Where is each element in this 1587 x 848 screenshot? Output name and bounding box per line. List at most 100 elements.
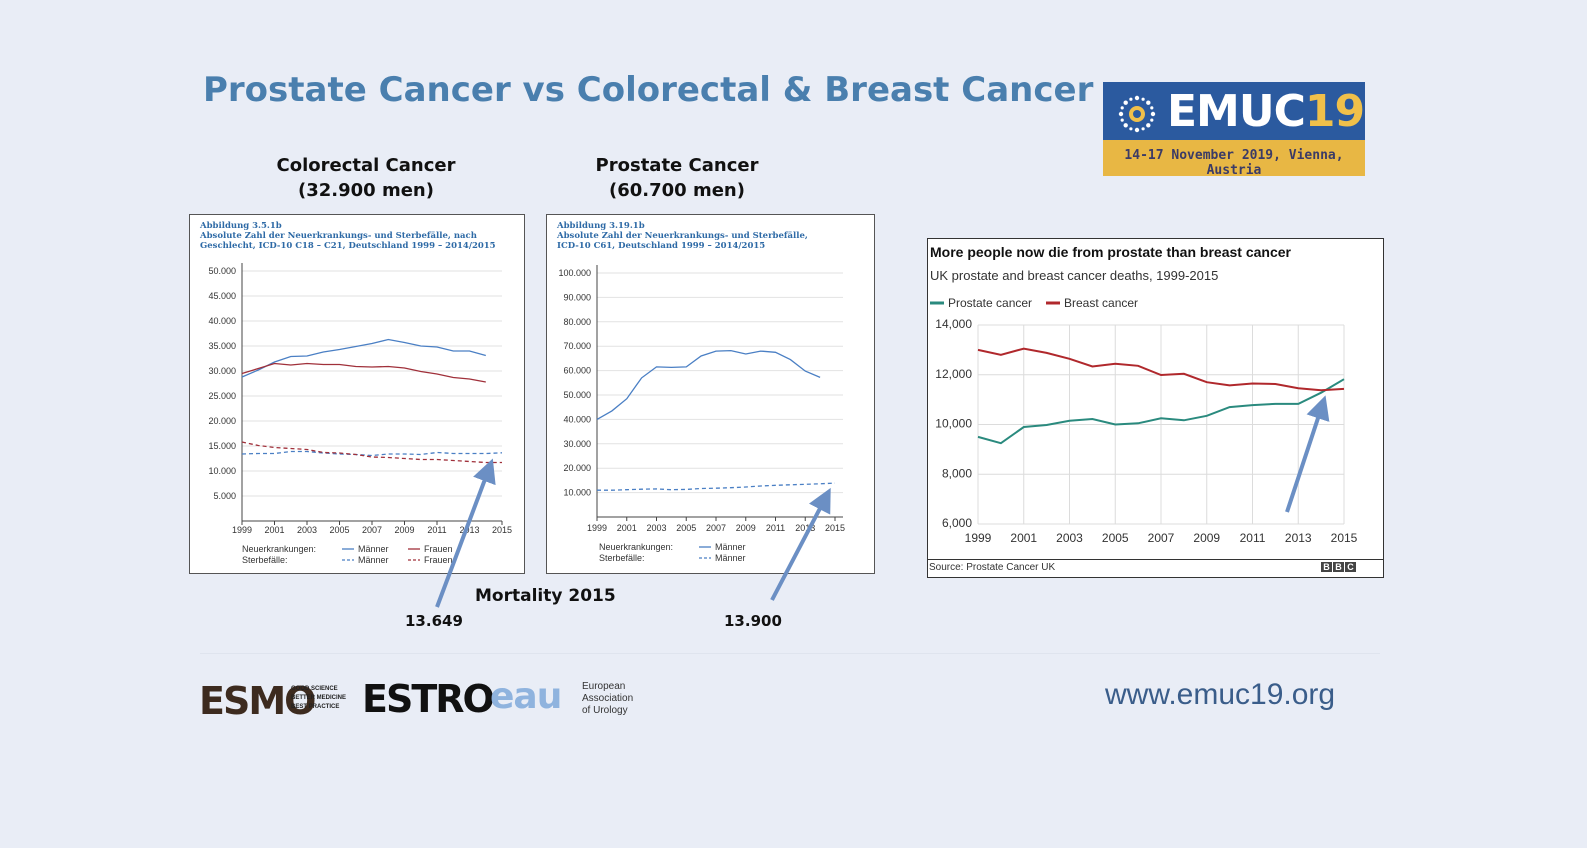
y-tick-label: 40.000 xyxy=(208,316,236,326)
x-tick-label: 2005 xyxy=(329,525,349,535)
y-tick-label: 80.000 xyxy=(563,317,591,327)
y-tick-label: 35.000 xyxy=(208,341,236,351)
y-tick-label: 100.000 xyxy=(558,268,591,278)
esmo-tagline: GOOD SCIENCE BETTER MEDICINE BEST PRACTI… xyxy=(291,685,346,712)
series-line xyxy=(977,378,1345,445)
legend-item-label: Männer xyxy=(715,542,746,552)
caption-line: Geschlecht, ICD-10 C18 – C21, Deutschlan… xyxy=(200,241,496,251)
tagline-line: GOOD SCIENCE xyxy=(291,686,338,692)
colorectal-chart: 50.000 45.000 40.000 35.000 30.000 25.000 20.0… xyxy=(208,263,512,565)
legend-item-label: Männer xyxy=(715,553,746,563)
bbc-letter: B xyxy=(1321,562,1332,572)
x-tick-label: 1999 xyxy=(965,531,992,545)
series-line xyxy=(241,441,502,464)
y-tick-label: 5.000 xyxy=(213,491,236,501)
emuc-logo: EMUC19 14-17 November 2019, Vienna, Aust… xyxy=(1103,82,1365,178)
x-tick-label: 2013 xyxy=(795,523,815,533)
x-tick-label: 2007 xyxy=(706,523,726,533)
bbc-letter: B xyxy=(1333,562,1344,572)
series-line xyxy=(977,347,1345,392)
x-tick-label: 2013 xyxy=(459,525,479,535)
legend-row-label: Sterbefälle: xyxy=(599,553,645,563)
eau-logo: eau European Association of Urology xyxy=(490,676,633,717)
prostate-heading-title: Prostate Cancer xyxy=(595,155,759,176)
prostate-chart-panel: Abbildung 3.19.1b Absolute Zahl der Neue… xyxy=(546,214,875,574)
x-tick-label: 2015 xyxy=(825,523,845,533)
y-tick-label: 40.000 xyxy=(563,414,591,424)
x-tick-label: 2007 xyxy=(362,525,382,535)
caption-line: Abbildung 3.19.1b xyxy=(557,221,645,231)
prostate-heading: Prostate Cancer (60.700 men) xyxy=(577,153,777,203)
legend-item-label: Frauen xyxy=(424,555,453,565)
colorectal-heading-title: Colorectal Cancer xyxy=(276,155,456,176)
y-tick-label: 60.000 xyxy=(563,366,591,376)
y-tick-label: 90.000 xyxy=(563,292,591,302)
legend-row-label: Neuerkrankungen: xyxy=(599,542,673,552)
x-tick-label: 2011 xyxy=(766,523,785,533)
website-link[interactable]: www.emuc19.org xyxy=(1105,678,1336,711)
x-tick-label: 2011 xyxy=(427,525,446,535)
bbc-letter: C xyxy=(1345,562,1356,572)
arrow-colorectal xyxy=(435,458,496,608)
tagline-line: Association xyxy=(582,693,634,704)
legend-item-label: Frauen xyxy=(424,544,453,554)
y-tick-label: 70.000 xyxy=(563,341,591,351)
y-tick-label: 12,000 xyxy=(935,367,972,381)
caption-line: Absolute Zahl der Neuerkrankungs- und St… xyxy=(557,231,808,241)
arrow-bbc xyxy=(1285,395,1330,513)
y-tick-label: 30.000 xyxy=(563,439,591,449)
colorectal-heading-sub: (32.900 men) xyxy=(298,180,434,201)
bbc-logo: B B C xyxy=(1321,562,1356,572)
x-tick-label: 2009 xyxy=(736,523,756,533)
x-tick-label: 2015 xyxy=(492,525,512,535)
legend-row-label: Sterbefälle: xyxy=(242,555,288,565)
y-tick-label: 25.000 xyxy=(208,391,236,401)
y-tick-label: 10,000 xyxy=(935,417,972,431)
x-tick-label: 2003 xyxy=(297,525,317,535)
x-tick-label: 1999 xyxy=(587,523,607,533)
series-line xyxy=(596,349,821,420)
footer-divider xyxy=(200,653,1380,654)
y-tick-label: 15.000 xyxy=(208,441,236,451)
x-tick-label: 2001 xyxy=(1010,531,1037,545)
x-tick-label: 2001 xyxy=(264,525,284,535)
esmo-wordmark: ESMO xyxy=(199,679,316,723)
mortality-label: Mortality 2015 xyxy=(475,586,616,606)
esmo-logo: ESMO GOOD SCIENCE BETTER MEDICINE BEST P… xyxy=(199,679,346,723)
prostate-caption: Abbildung 3.19.1b Absolute Zahl der Neue… xyxy=(557,221,808,251)
slide-title: Prostate Cancer vs Colorectal & Breast C… xyxy=(203,70,1094,110)
tagline-line: BETTER MEDICINE xyxy=(291,695,347,701)
emuc-wordmark: EMUC19 xyxy=(1167,86,1365,137)
sun-icon xyxy=(1118,95,1156,133)
y-tick-label: 20.000 xyxy=(208,416,236,426)
legend-item-label: Breast cancer xyxy=(1064,296,1138,310)
x-tick-label: 2001 xyxy=(617,523,637,533)
x-tick-label: 2007 xyxy=(1148,531,1175,545)
colorectal-heading: Colorectal Cancer (32.900 men) xyxy=(266,153,466,203)
colorectal-chart-panel: Abbildung 3.5.1b Absolute Zahl der Neuer… xyxy=(189,214,525,574)
series-line xyxy=(241,338,486,378)
y-tick-label: 45.000 xyxy=(208,291,236,301)
y-tick-label: 6,000 xyxy=(942,516,972,530)
eau-wordmark: eau xyxy=(490,676,562,717)
x-tick-label: 1999 xyxy=(232,525,252,535)
y-tick-label: 10.000 xyxy=(208,466,236,476)
x-tick-label: 2005 xyxy=(1102,531,1129,545)
tagline-line: European xyxy=(582,681,626,692)
bbc-source: Source: Prostate Cancer UK xyxy=(929,562,1056,573)
x-tick-label: 2009 xyxy=(1193,531,1220,545)
x-tick-label: 2013 xyxy=(1285,531,1312,545)
eau-tagline: European Association of Urology xyxy=(582,681,633,717)
x-tick-label: 2009 xyxy=(394,525,414,535)
legend-item-label: Männer xyxy=(358,544,389,554)
estro-logo: ESTRO xyxy=(362,677,495,721)
y-tick-label: 14,000 xyxy=(935,317,972,331)
series-line xyxy=(241,450,503,457)
legend-row-label: Neuerkrankungen: xyxy=(242,544,316,554)
bbc-chart-subtitle: UK prostate and breast cancer deaths, 19… xyxy=(930,268,1219,283)
arrow-prostate xyxy=(770,487,831,601)
x-tick-label: 2011 xyxy=(1240,531,1266,545)
x-tick-label: 2003 xyxy=(1056,531,1083,545)
y-tick-label: 50.000 xyxy=(208,266,236,276)
